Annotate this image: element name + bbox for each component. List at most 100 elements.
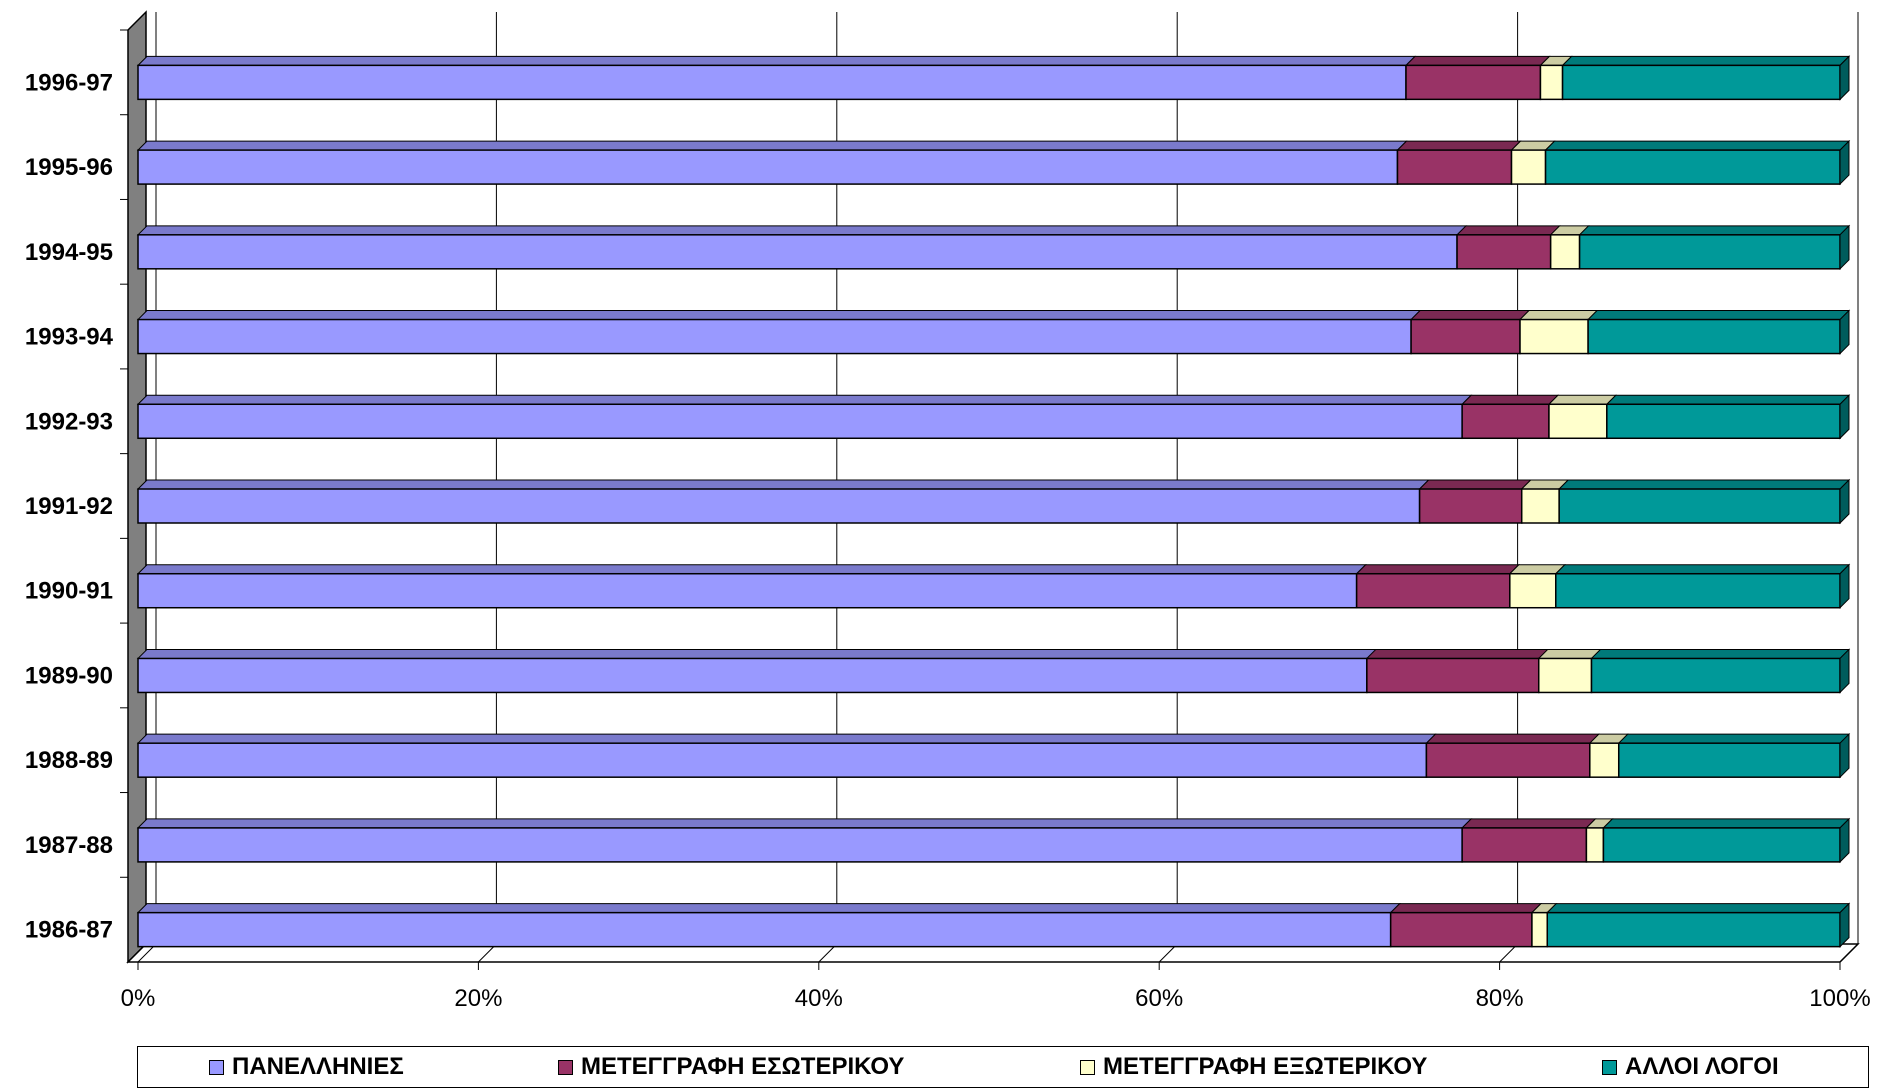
bar-segment [137, 149, 1399, 185]
bar-segment [1539, 64, 1564, 101]
bar-segment-top [1546, 903, 1851, 914]
bar-segment [1578, 234, 1841, 270]
legend-label: ΠΑΝΕΛΛΗΝΙΕΣ [232, 1053, 404, 1080]
bar-segment-side [1839, 563, 1850, 609]
bar-segment-top [136, 903, 1401, 914]
bar-segment [1405, 64, 1542, 101]
bar-segment [137, 318, 1412, 355]
bar-segment-side [1839, 648, 1850, 694]
bar-segment-top [1409, 310, 1531, 321]
bar-segment-top [136, 310, 1422, 321]
bar-segment [1544, 149, 1841, 185]
legend-item-alloi-logoi: ΑΛΛΟΙ ΛΟΓΟΙ [1602, 1053, 1779, 1081]
legend-item-panellinies: ΠΑΝΕΛΛΗΝΙΕΣ [209, 1053, 404, 1081]
bar-segment [1396, 149, 1513, 185]
bar-segment-top [1554, 564, 1851, 575]
legend-item-metegrafi-exoterikou: ΜΕΤΕΓΓΡΑΦΗ ΕΞΩΤΕΡΙΚΟΥ [1080, 1053, 1427, 1081]
bar-segment [1389, 911, 1533, 948]
category-label: 1990-91 [25, 578, 113, 605]
bar-segment [137, 572, 1358, 609]
bar-segment-top [136, 225, 1468, 236]
bar-segment-top [1460, 394, 1560, 405]
legend-swatch [1080, 1059, 1095, 1075]
bar-segment-top [1365, 648, 1549, 659]
x-tick-label: 100% [1809, 985, 1870, 1012]
category-label: 1989-90 [25, 662, 113, 689]
bar-segment-side [1839, 394, 1850, 440]
category-label: 1991-92 [25, 493, 113, 520]
bar-segment-side [1839, 902, 1850, 948]
legend-label: ΜΕΤΕΓΓΡΑΦΗ ΕΞΩΤΕΡΙΚΟΥ [1103, 1053, 1428, 1080]
bar-segment-top [1617, 733, 1851, 744]
bar-segment-side [1839, 309, 1850, 355]
bar-segment-top [1578, 225, 1851, 236]
stacked-bar-chart: 0% 20% 40% 60% 80% 100% 1996-97 1995-96 1994-95 1… [25, 10, 1871, 1012]
legend-label: ΑΛΛΟΙ ΛΟΓΟΙ [1625, 1053, 1779, 1080]
bar-segment [1509, 572, 1557, 609]
bar-segment [1418, 488, 1523, 524]
bar-segment [1589, 742, 1620, 778]
bar-segment [1510, 149, 1547, 185]
bar-segment-side [1839, 55, 1850, 101]
bar-segment [1548, 403, 1608, 440]
bar-segment-top [1518, 310, 1599, 321]
bar-segment [1617, 742, 1841, 778]
bar-segment [1461, 403, 1550, 440]
bar-segment-side [1839, 224, 1850, 271]
bar-segment-top [1547, 394, 1618, 405]
bar-segment-top [1586, 310, 1851, 321]
bar-segment [1456, 234, 1552, 270]
x-tick-label: 0% [121, 985, 156, 1012]
gridline-floor [1839, 943, 1859, 963]
bar-segment [1555, 572, 1841, 609]
bar-segment [1531, 911, 1549, 948]
category-label: 1992-93 [25, 408, 113, 435]
axis-labels: 0% 20% 40% 60% 80% 100% 1996-97 1995-96 1994-95 1… [25, 69, 1871, 1012]
bar-segment [1355, 572, 1511, 609]
legend-swatch [209, 1059, 224, 1075]
x-tick-label: 80% [1476, 985, 1524, 1012]
bar-segment-top [1590, 648, 1851, 659]
bar-segment-top [136, 394, 1473, 405]
bar-segment-top [136, 733, 1437, 744]
bar-segment-top [1544, 140, 1851, 151]
category-label: 1996-97 [25, 69, 113, 96]
bar-segment [137, 64, 1407, 101]
bar-segment [1558, 488, 1841, 524]
bar-segment-top [136, 479, 1430, 490]
bar-segment [137, 234, 1458, 270]
bar-segment-top [1396, 140, 1522, 151]
category-label: 1987-88 [25, 832, 113, 859]
bar-segment [137, 827, 1463, 863]
bar-segment-top [136, 818, 1473, 829]
category-label: 1995-96 [25, 154, 113, 181]
bar-segment [1425, 742, 1591, 778]
bar-segment-top [1605, 394, 1851, 405]
x-tick-label: 40% [795, 985, 843, 1012]
bar-segment-top [1455, 225, 1561, 236]
bar-segment [1461, 827, 1588, 863]
bar-segment [1590, 657, 1841, 694]
bar-segment [1366, 657, 1540, 694]
x-tick-label: 20% [454, 985, 502, 1012]
category-label: 1986-87 [25, 917, 113, 944]
bar-segment-top [1460, 818, 1597, 829]
category-label: 1993-94 [25, 324, 114, 351]
bar-segment [1587, 318, 1841, 355]
legend-item-metegrafi-esoterikou: ΜΕΤΕΓΓΡΑΦΗ ΕΣΩΤΕΡΙΚΟΥ [558, 1053, 904, 1081]
category-label: 1994-95 [25, 239, 113, 266]
bar-segment [137, 657, 1368, 694]
bar-segment [137, 911, 1392, 948]
category-label: 1988-89 [25, 747, 113, 774]
bar-segment [1602, 827, 1841, 863]
bar-segment [1537, 657, 1593, 694]
bar-segment-top [136, 140, 1408, 151]
bar-segment-top [1355, 564, 1521, 575]
bar-segment-side [1839, 478, 1850, 525]
bar-segment [1606, 403, 1841, 440]
legend: ΠΑΝΕΛΛΗΝΙΕΣ ΜΕΤΕΓΓΡΑΦΗ ΕΣΩΤΕΡΙΚΟΥ ΜΕΤΕΓΓ… [137, 1046, 1869, 1088]
legend-label: ΜΕΤΕΓΓΡΑΦΗ ΕΣΩΤΕΡΙΚΟΥ [581, 1053, 905, 1080]
legend-swatch [558, 1059, 573, 1075]
x-tick-label: 60% [1135, 985, 1183, 1012]
bar-segment [1520, 488, 1560, 524]
